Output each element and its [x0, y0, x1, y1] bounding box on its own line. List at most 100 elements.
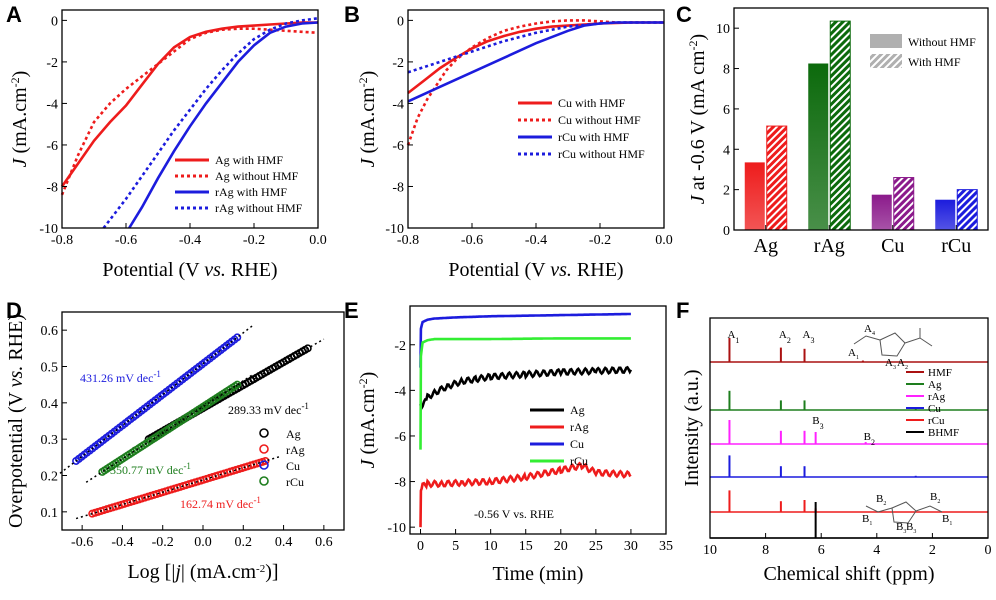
- x-axis-label: Chemical shift (ppm): [763, 563, 934, 585]
- peak-letter: B: [864, 431, 871, 443]
- slope-superscript: -1: [183, 461, 191, 471]
- structure-letter: A: [885, 357, 893, 369]
- x-tick-label: -0.6: [71, 535, 93, 550]
- y-tick-label: 10: [716, 22, 730, 37]
- structure-label: A4: [864, 323, 875, 337]
- category-label: rCu: [941, 235, 971, 257]
- y-tick-label: -2: [46, 56, 58, 71]
- category-label: Cu: [881, 235, 904, 257]
- peak-letter: B: [812, 415, 819, 427]
- y-label-close: ): [357, 71, 379, 78]
- panel-label-a: A: [6, 2, 22, 27]
- x-tick-label: -0.6: [115, 233, 137, 248]
- side-chain: [865, 505, 893, 513]
- y-tick-label: 0.4: [41, 397, 59, 412]
- y-tick-label: 2: [723, 184, 730, 199]
- series-line-2: [419, 312, 631, 368]
- peak-label: A1: [727, 329, 739, 345]
- structure-label: B1: [862, 513, 872, 527]
- y-tick-label: 6: [723, 103, 730, 118]
- slope-superscript: -1: [301, 401, 309, 411]
- y-label-superscript: -2: [356, 378, 370, 388]
- structure-letter: B: [942, 513, 949, 525]
- structure-letter: B: [930, 491, 937, 503]
- panel-label-c: C: [676, 2, 692, 27]
- x-axis-label: Time (min): [493, 563, 584, 585]
- data-point: [303, 344, 312, 353]
- plot-frame: [733, 7, 989, 231]
- y-label-tail: at -0.6 V (mA cm: [687, 50, 709, 195]
- x-tick-label: 8: [762, 543, 769, 558]
- x-tick-label: -0.2: [243, 233, 265, 248]
- x-tick-label: -0.2: [152, 535, 174, 550]
- y-label-close: ): [9, 71, 31, 78]
- y-label-superscript: -2: [356, 77, 370, 87]
- bar-with-hmf: [766, 125, 788, 231]
- plot-frame: [409, 305, 667, 535]
- y-tick-label: -8: [392, 180, 404, 195]
- structure-letter: B: [862, 513, 869, 525]
- x-tick-label: -0.4: [525, 233, 547, 248]
- panel-a: A -0.8 -0.6 -0.4 -0.2 0.0 0 -2 -4 -6 -8 -10 Potentia…: [6, 2, 327, 281]
- peak-subscript: 2: [871, 438, 875, 447]
- series-line-1: [60, 27, 319, 196]
- structure-subscript: 2: [883, 501, 886, 507]
- legend-label: rAg: [928, 391, 946, 403]
- furan-ring: [891, 501, 917, 524]
- slope-annotation: 431.26 mV dec-1: [80, 369, 161, 385]
- structure-label: A3: [885, 357, 896, 371]
- legend-marker: [259, 444, 269, 454]
- legend-label: Ag: [286, 427, 301, 441]
- series-line-0: [419, 365, 633, 413]
- y-tick-label: -4: [392, 97, 404, 112]
- y-tick-label: -8: [46, 180, 58, 195]
- structure-letter: A: [897, 357, 905, 369]
- y-tick-label: -4: [394, 384, 406, 399]
- structure-letter: B: [876, 493, 883, 505]
- x-tick-label: 0: [985, 543, 992, 558]
- structure-subscript: 2: [937, 499, 940, 505]
- y-label-italic: J: [9, 157, 31, 167]
- x-tick-label: 5: [452, 539, 459, 554]
- aldehyde-chain: [904, 337, 933, 347]
- y-tick-label: -6: [46, 139, 58, 154]
- y-tick-label: 8: [723, 63, 730, 78]
- y-tick-label: 0: [723, 224, 730, 239]
- legend-swatch-solid: [870, 34, 902, 48]
- peak-letter: A: [779, 329, 787, 341]
- y-tick-label: -2: [392, 56, 404, 71]
- y-label-italic: J: [357, 458, 379, 468]
- x-label-close: )]: [265, 561, 278, 583]
- y-label-tail: (mA.cm: [357, 87, 379, 159]
- panel-label-b: B: [344, 2, 360, 27]
- legend-label: Cu: [570, 437, 584, 451]
- slope-value: 431.26 mV dec: [80, 371, 153, 385]
- x-label-main: Potential (V: [448, 259, 550, 281]
- legend-label: rAg: [570, 420, 589, 434]
- peak-label: A2: [779, 329, 791, 345]
- x-tick-label: 0.6: [315, 535, 333, 550]
- structure-subscript: 3: [903, 529, 906, 535]
- x-tick-label: 30: [624, 539, 638, 554]
- x-label-main: Log [|: [127, 561, 175, 583]
- y-axis-label: Intensity (a.u.): [681, 369, 703, 486]
- y-tick-label: -10: [387, 521, 406, 536]
- slope-superscript: -1: [253, 495, 261, 505]
- x-tick-label: 10: [484, 539, 498, 554]
- structure-subscript: 4: [872, 331, 875, 337]
- bar-with-hmf: [956, 189, 978, 231]
- panel-d: D -0.6 -0.4 -0.2 0.0 0.2 0.4 0.6 0.1 0.2 0.3 0.4 0.5…: [5, 298, 345, 583]
- peak-subscript: 2: [787, 336, 791, 345]
- panel-label-e: E: [344, 298, 359, 323]
- y-tick-label: 0.3: [41, 433, 59, 448]
- legend-label: rAg without HMF: [215, 201, 303, 215]
- x-label-italic: vs.: [550, 259, 572, 281]
- x-tick-label: 0: [417, 539, 424, 554]
- structure-label: B2: [930, 491, 940, 505]
- furan-ring: [879, 332, 906, 357]
- legend-label: Cu with HMF: [558, 96, 626, 110]
- y-axis-label: J (mA.cm-2): [356, 71, 379, 168]
- data-point: [233, 333, 242, 342]
